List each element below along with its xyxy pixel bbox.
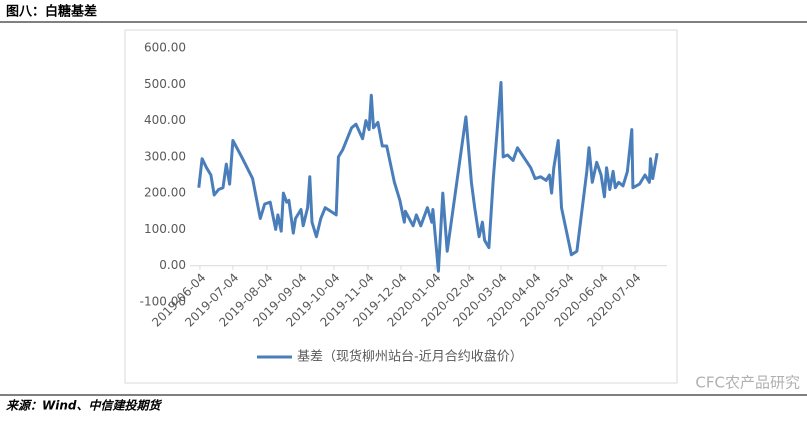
y-tick-label: 100.00 [144,222,186,236]
y-tick-label: 600.00 [144,41,186,55]
header-title: 图八：白糖基差 [6,4,97,20]
source: 来源：Wind、中信建投期货 [6,399,162,413]
y-tick-label: 200.00 [144,186,186,200]
chart-frame [124,29,678,384]
y-tick-label: 500.00 [144,77,186,91]
watermark: CFC农产品研究 [695,374,800,392]
y-tick-label: 400.00 [144,113,186,127]
legend-label: 基差（现货柳州站台-近月合约收盘价） [297,349,523,365]
y-tick-label: -100.00 [140,295,186,309]
y-tick-label: 0.00 [159,258,186,272]
y-tick-label: 300.00 [144,149,186,163]
series-line [197,81,659,273]
